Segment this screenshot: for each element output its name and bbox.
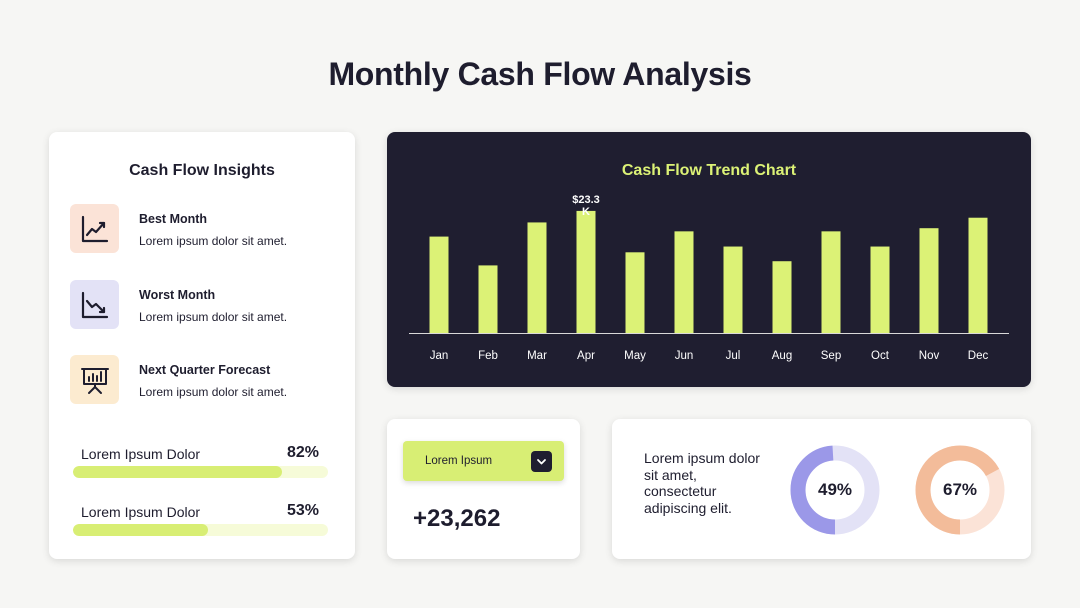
bar-nov [919, 228, 939, 333]
chart-card: Cash Flow Trend Chart Jan Feb Mar Apr May Jun… [387, 132, 1031, 387]
bar-jan [429, 236, 449, 333]
progress-label-2: Lorem Ipsum Dolor [81, 504, 201, 520]
progress-label-1: Lorem Ipsum Dolor [81, 446, 201, 462]
x-tick-label-apr: Apr [577, 350, 595, 362]
donut-arc-1 [790, 445, 880, 535]
insight-text-worst-month: Lorem ipsum dolor sit amet. [139, 310, 288, 324]
x-tick-label-dec: Dec [968, 350, 989, 362]
cash-flow-bar-chart: Jan Feb Mar Apr May Jun Jul Aug Sep Oct Nov Dec $23.… [409, 194, 1009, 362]
insight-heading-best-month: Best Month [139, 212, 208, 226]
x-tick-label-mar: Mar [527, 350, 547, 362]
donut-value-1: 49% [817, 480, 853, 499]
donut-chart-2: 67% [915, 445, 1005, 535]
bar-dec [968, 217, 988, 333]
bar-jun [674, 231, 694, 333]
bar-oct [870, 246, 890, 333]
insights-card: Cash Flow Insights Best Month Lorem ipsu… [49, 132, 355, 559]
chart-title: Cash Flow Trend Chart [621, 162, 797, 179]
bar-mar [527, 222, 547, 333]
x-tick-label-jan: Jan [430, 350, 449, 362]
x-tick-label-nov: Nov [919, 350, 940, 362]
trend-up-icon [70, 204, 119, 253]
insight-text-forecast: Lorem ipsum dolor sit amet. [139, 385, 288, 399]
x-tick-label-oct: Oct [871, 350, 890, 362]
x-tick-label-jul: Jul [726, 350, 741, 362]
kpi-value: +23,262 [413, 505, 501, 532]
donut-value-2: 67% [942, 480, 978, 499]
bar-apr [576, 210, 596, 333]
donut-chart-1: 49% [790, 445, 880, 535]
insight-text-best-month: Lorem ipsum dolor sit amet. [139, 234, 288, 248]
x-tick-label-may: May [624, 350, 646, 362]
donut-arc-2 [915, 445, 1005, 535]
insight-heading-forecast: Next Quarter Forecast [139, 363, 271, 377]
chevron-down-icon[interactable] [531, 451, 552, 472]
page-title: Monthly Cash Flow Analysis [328, 56, 752, 92]
bar-sep [821, 231, 841, 333]
data-label-apr: $23.3 [572, 194, 600, 206]
dropdown-select[interactable]: Lorem Ipsum [403, 441, 564, 481]
progress-fill-1 [73, 466, 283, 478]
progress-value-1: 82% [286, 444, 319, 461]
x-tick-label-sep: Sep [821, 350, 841, 362]
x-tick-label-feb: Feb [478, 350, 498, 362]
bar-feb [478, 265, 498, 333]
x-tick-label-jun: Jun [675, 350, 694, 362]
progress-fill-2 [73, 524, 209, 536]
donut-card: Lorem ipsum dolor sit amet, consectetur … [612, 419, 1031, 559]
bar-jul [723, 246, 743, 333]
insights-title: Cash Flow Insights [129, 162, 275, 179]
dropdown-label: Lorem Ipsum [425, 455, 493, 467]
data-label-unit-apr: K [582, 206, 590, 218]
donut-description: Lorem ipsum dolor sit amet, consectetur … [644, 450, 760, 516]
progress-value-2: 53% [286, 502, 319, 519]
trend-down-icon [70, 280, 119, 329]
kpi-card: Lorem Ipsum +23,262 [387, 419, 580, 559]
bar-aug [772, 261, 792, 333]
presentation-chart-icon [70, 355, 119, 404]
progress-bar-1 [73, 466, 328, 478]
insight-heading-worst-month: Worst Month [139, 288, 216, 302]
progress-bar-2 [73, 524, 328, 536]
x-tick-label-aug: Aug [772, 350, 792, 362]
bar-may [625, 252, 645, 333]
